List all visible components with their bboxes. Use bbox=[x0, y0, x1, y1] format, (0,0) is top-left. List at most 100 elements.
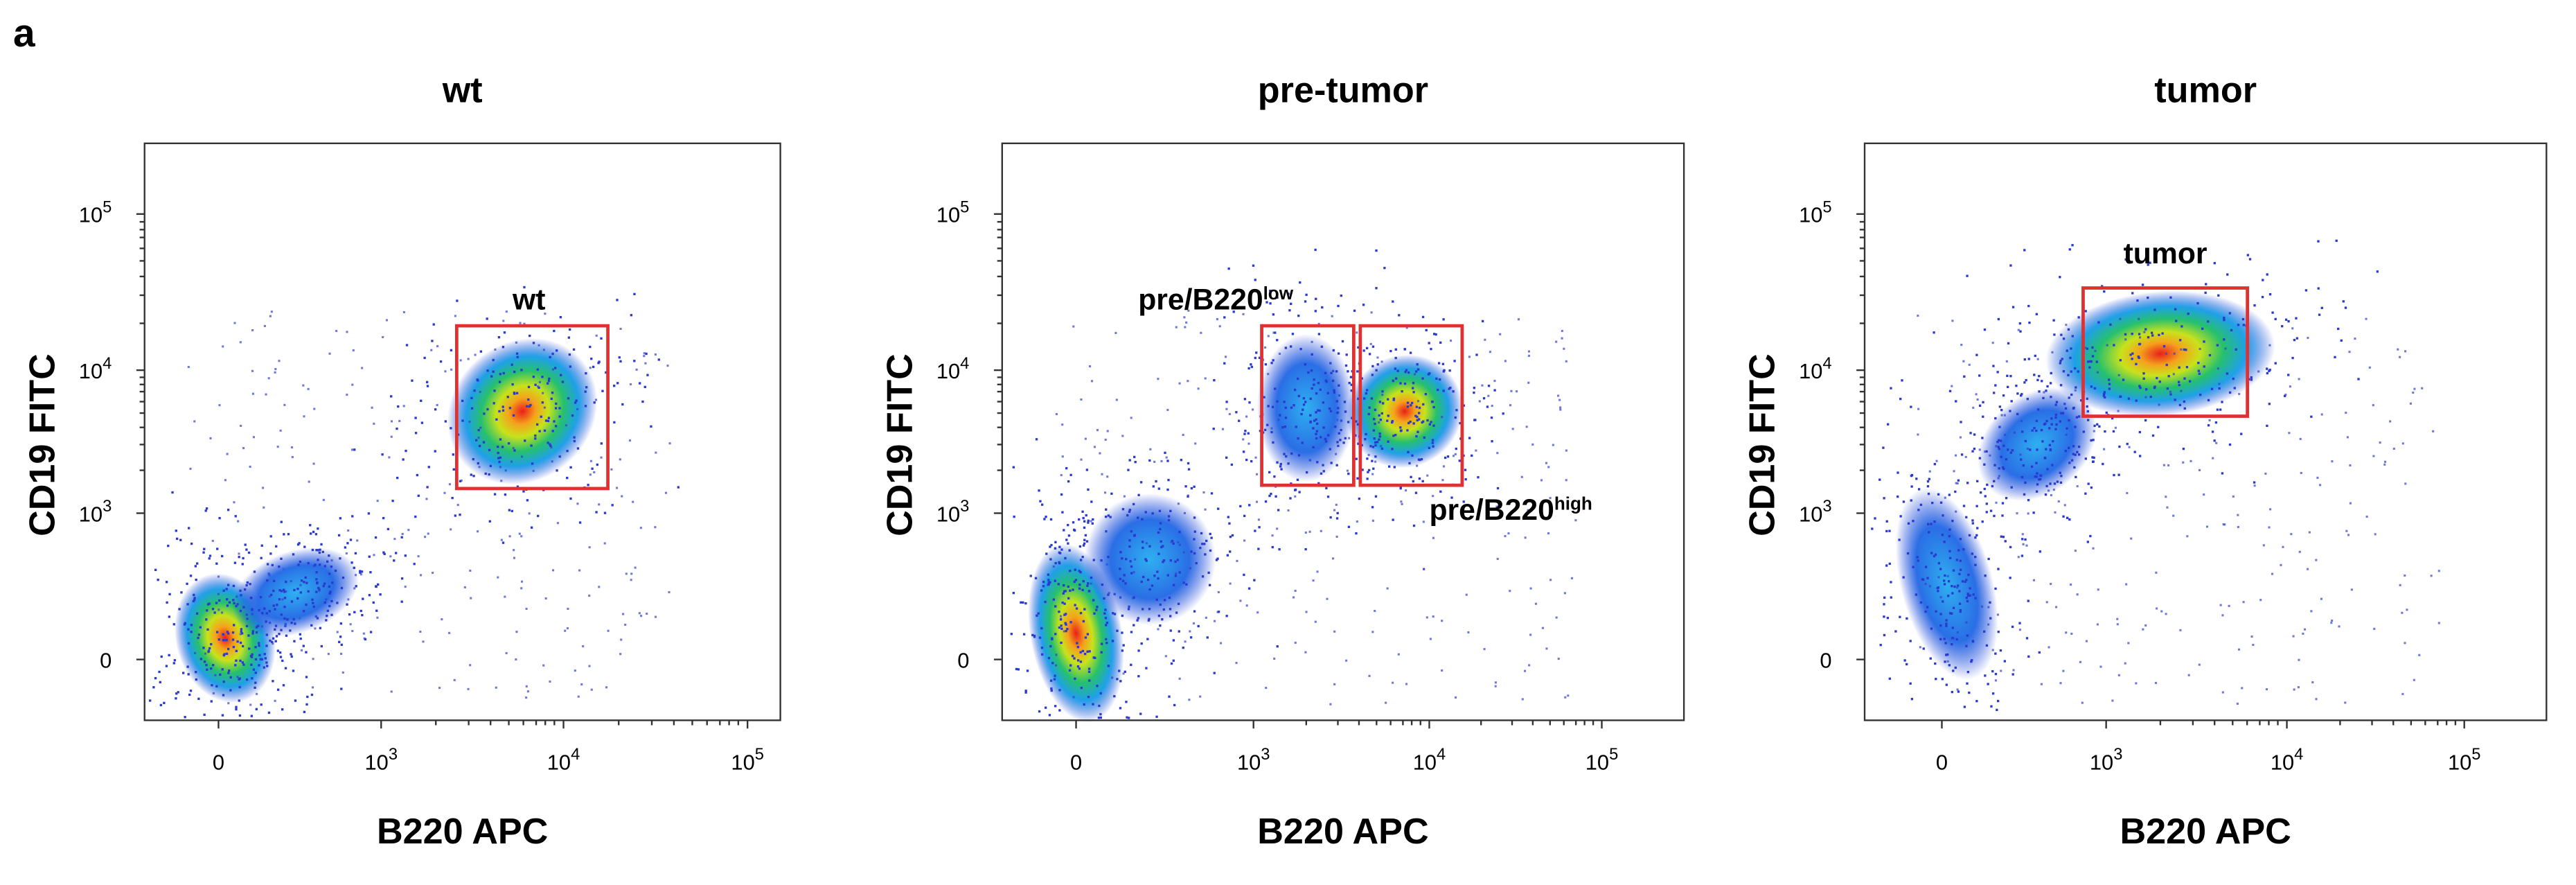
event-dot bbox=[1113, 613, 1117, 615]
event-dot bbox=[1567, 694, 1570, 697]
event-dot bbox=[362, 632, 365, 635]
event-dot bbox=[2070, 370, 2072, 373]
event-dot bbox=[1454, 696, 1457, 699]
event-dot bbox=[1098, 704, 1101, 708]
event-dot bbox=[224, 479, 226, 482]
event-dot bbox=[317, 559, 319, 561]
event-dot bbox=[1408, 462, 1411, 465]
event-dot bbox=[2180, 325, 2183, 328]
event-dot bbox=[1175, 326, 1178, 328]
event-dot bbox=[1883, 615, 1885, 618]
event-dot bbox=[512, 447, 515, 450]
event-dot bbox=[2316, 476, 2319, 479]
event-dot bbox=[1293, 404, 1295, 407]
event-dot bbox=[1325, 487, 1328, 490]
event-dot bbox=[322, 585, 325, 588]
event-dot bbox=[1314, 248, 1317, 252]
event-dot bbox=[2404, 350, 2407, 353]
event-dot bbox=[2128, 446, 2131, 448]
event-dot bbox=[1058, 562, 1061, 565]
event-dot bbox=[347, 598, 350, 601]
event-dot bbox=[1495, 505, 1498, 508]
event-dot bbox=[1404, 371, 1407, 374]
event-dot bbox=[359, 571, 362, 574]
event-dot bbox=[1943, 541, 1946, 543]
event-dot bbox=[1313, 419, 1316, 422]
event-dot bbox=[601, 389, 604, 392]
event-dot bbox=[1178, 677, 1181, 680]
event-dot bbox=[2070, 459, 2074, 462]
gate-label-sup: low bbox=[1263, 283, 1294, 304]
event-dot bbox=[547, 417, 551, 419]
event-dot bbox=[285, 590, 287, 593]
event-dot bbox=[1412, 391, 1415, 394]
event-dot bbox=[192, 599, 195, 603]
event-dot bbox=[1285, 455, 1288, 458]
event-dot bbox=[2280, 563, 2282, 566]
event-dot bbox=[1100, 651, 1103, 654]
event-dot bbox=[2165, 352, 2167, 355]
event-dot bbox=[400, 536, 403, 538]
event-dot bbox=[1362, 304, 1365, 306]
event-dot bbox=[1421, 315, 1425, 319]
event-dot bbox=[2117, 410, 2120, 412]
event-dot bbox=[376, 500, 379, 502]
event-dot bbox=[1374, 455, 1377, 458]
event-dot bbox=[1209, 549, 1212, 552]
event-dot bbox=[325, 619, 328, 622]
event-dot bbox=[2053, 482, 2057, 485]
event-dot bbox=[1123, 670, 1126, 674]
event-dot bbox=[475, 439, 478, 441]
event-dot bbox=[1083, 538, 1086, 541]
event-dot bbox=[1400, 500, 1403, 503]
event-dot bbox=[189, 690, 193, 692]
event-dot bbox=[2401, 611, 2404, 614]
event-dot bbox=[1116, 678, 1119, 681]
event-dot bbox=[1342, 441, 1345, 444]
event-dot bbox=[1106, 430, 1109, 432]
event-dot bbox=[265, 633, 268, 636]
event-dot bbox=[2073, 466, 2076, 469]
event-dot bbox=[580, 683, 583, 686]
event-dot bbox=[452, 453, 454, 456]
event-dot bbox=[1038, 489, 1040, 492]
event-dot bbox=[1080, 686, 1083, 690]
event-dot bbox=[2138, 430, 2142, 434]
event-dot bbox=[2038, 375, 2041, 378]
gate bbox=[2081, 286, 2250, 418]
event-dot bbox=[1438, 378, 1441, 381]
event-dot bbox=[2226, 372, 2229, 375]
event-dot bbox=[211, 664, 215, 667]
event-dot bbox=[584, 390, 587, 393]
event-dot bbox=[1243, 398, 1247, 401]
event-dot bbox=[523, 322, 526, 325]
event-dot bbox=[1416, 415, 1419, 419]
event-dot bbox=[274, 699, 276, 702]
event-dot bbox=[274, 371, 276, 374]
gate-label: tumor bbox=[2124, 237, 2208, 270]
event-dot bbox=[1995, 445, 1998, 448]
event-dot bbox=[1094, 656, 1096, 660]
event-dot bbox=[2039, 474, 2042, 477]
event-dot bbox=[2061, 412, 2065, 414]
event-dot bbox=[1415, 435, 1418, 438]
event-dot bbox=[1435, 377, 1438, 380]
event-dot bbox=[2060, 333, 2063, 336]
event-dot bbox=[1504, 360, 1507, 362]
event-dot bbox=[1337, 352, 1340, 355]
event-dot bbox=[326, 560, 329, 563]
y-axis-label: CD19 FITC bbox=[22, 353, 62, 536]
event-dot bbox=[296, 597, 299, 600]
event-dot bbox=[1050, 689, 1053, 692]
event-dot bbox=[2119, 359, 2122, 362]
event-dot bbox=[1208, 584, 1211, 586]
event-dot bbox=[453, 678, 456, 681]
event-dot bbox=[1565, 479, 1567, 482]
event-dot bbox=[2090, 360, 2093, 363]
event-dot bbox=[1067, 585, 1069, 588]
event-dot bbox=[272, 604, 275, 607]
event-dot bbox=[1123, 495, 1126, 498]
event-dot bbox=[2268, 369, 2271, 372]
event-dot bbox=[1989, 601, 1991, 604]
event-dot bbox=[2015, 385, 2018, 387]
